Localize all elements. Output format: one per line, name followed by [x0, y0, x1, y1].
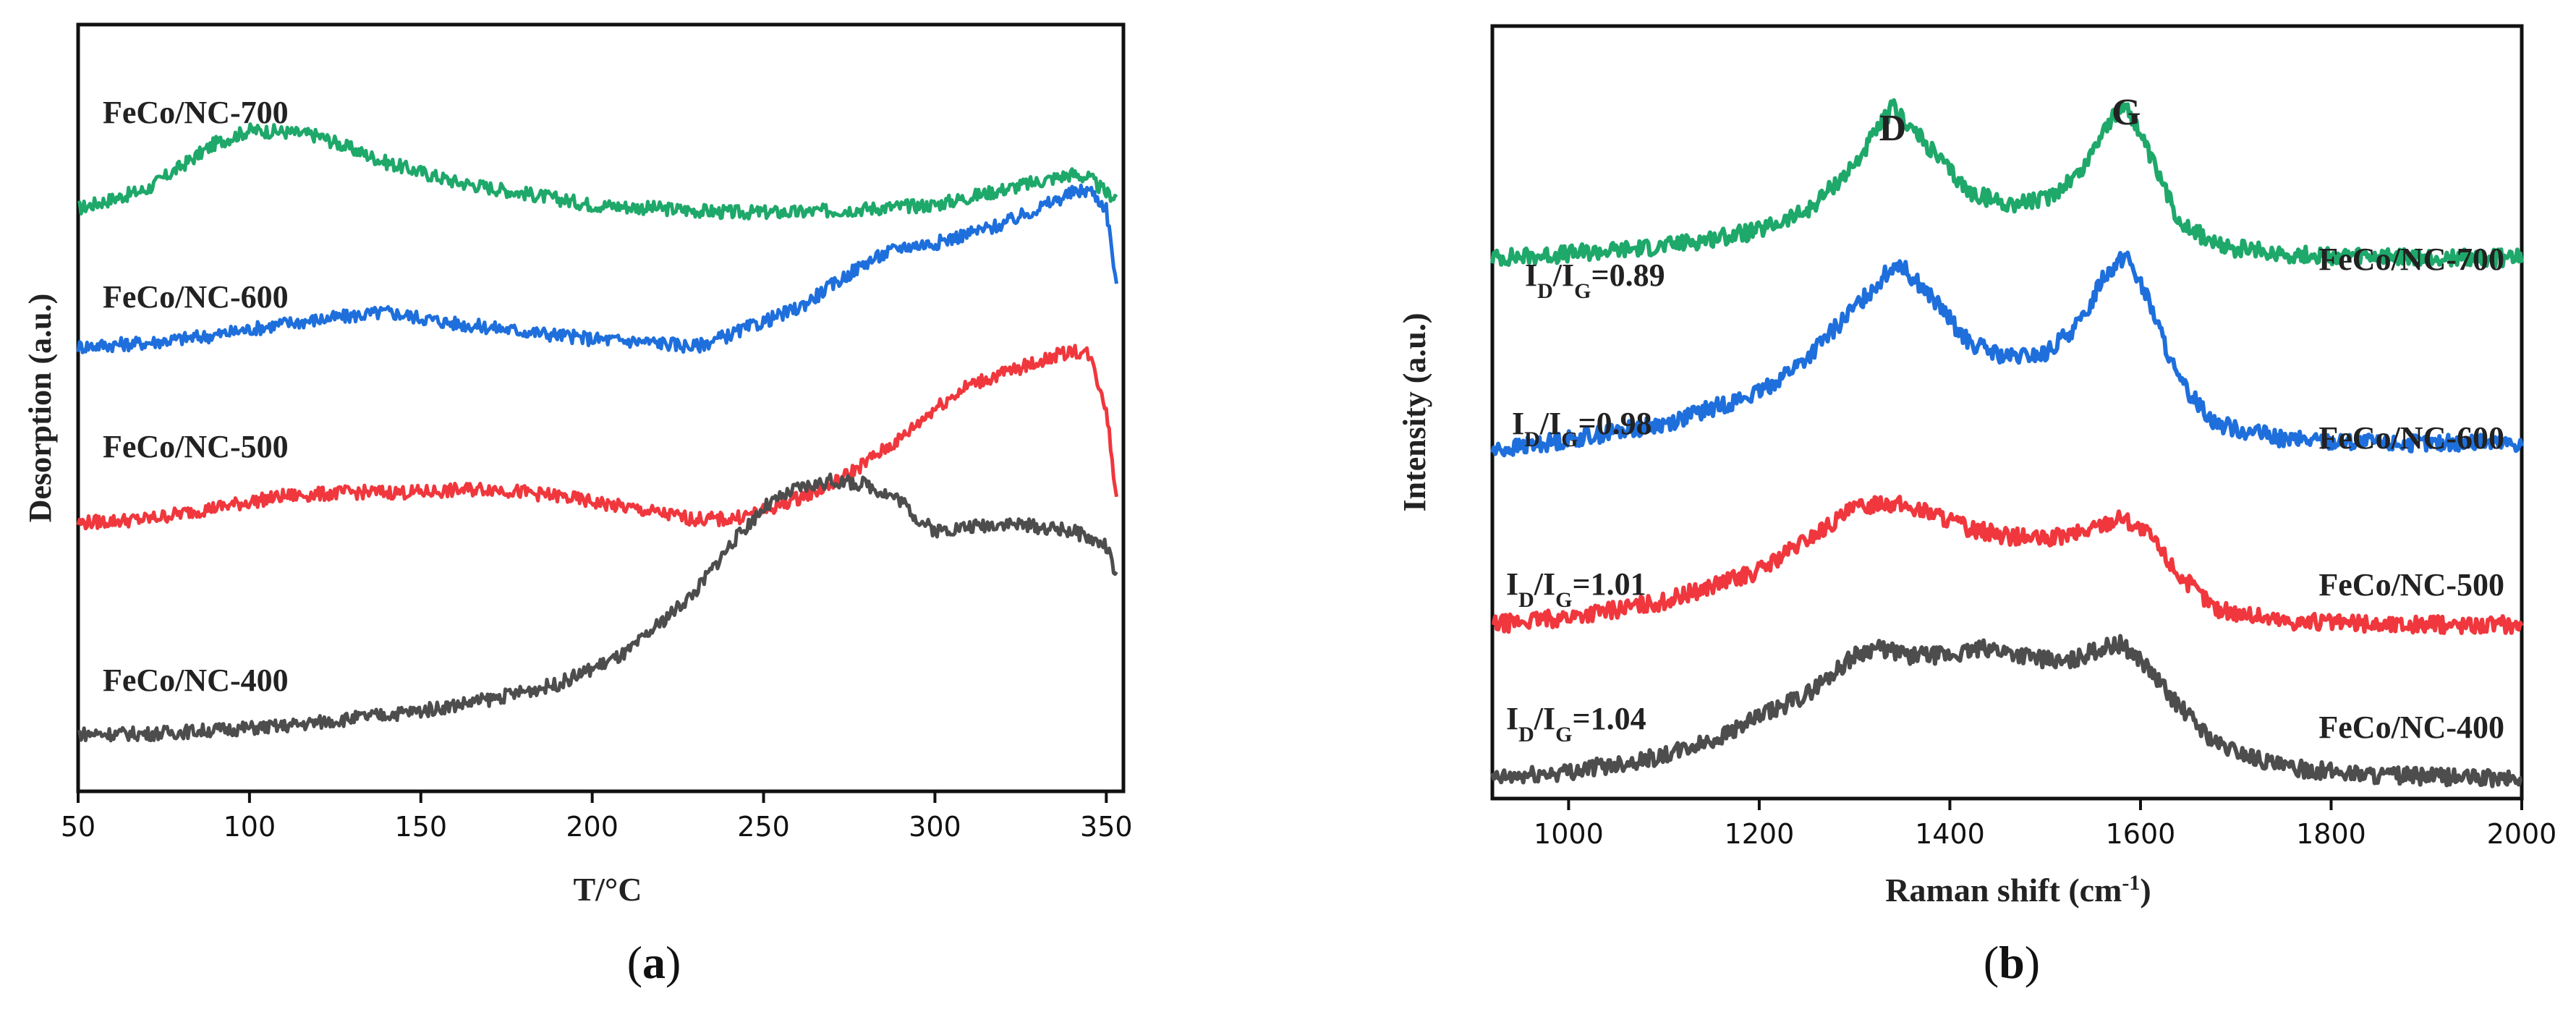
- chart-b-series-feco-nc-400: [1490, 634, 2522, 788]
- chart-b-x-tick-label: 2000: [2487, 818, 2557, 850]
- chart-a-x-label: T/°C: [573, 871, 642, 908]
- chart-a-x-tick-label: 50: [61, 811, 95, 843]
- peak-label-g: G: [2112, 92, 2141, 133]
- chart-a-series-feco-nc-500: [76, 344, 1118, 531]
- chart-b-x-tick-label: 1600: [2106, 818, 2176, 850]
- chart-a-label-600: FeCo/NC-600: [103, 279, 289, 315]
- chart-b-plot-frame: [1490, 24, 2524, 801]
- chart-a: 50 100 150 200 250 300 350 FeCo/NC-700 FeCo/NC…: [22, 22, 1133, 988]
- chart-b-x-tick-label: 1200: [1725, 818, 1795, 850]
- chart-a-label-500: FeCo/NC-500: [103, 429, 289, 464]
- ratio-label-feco-nc-600: ID/IG=0.98: [1512, 406, 1652, 451]
- ratio-label-feco-nc-400: ID/IG=1.04: [1506, 701, 1646, 746]
- panel-label-b: (b): [1984, 937, 2040, 988]
- chart-b-x-ticks: 1000 1200 1400 1600 1800 2000: [1534, 799, 2556, 850]
- ratio-label-feco-nc-500: ID/IG=1.01: [1506, 566, 1646, 612]
- peak-label-d: D: [1879, 108, 1907, 149]
- chart-a-series-feco-nc-400: [77, 472, 1118, 743]
- chart-b-x-tick-label: 1400: [1915, 818, 1985, 850]
- chart-b-label-600: FeCo/NC-600: [2318, 420, 2504, 456]
- chart-b: 1000 1200 1400 1600 1800 2000 D G FeCo/NC-700…: [1397, 24, 2556, 988]
- chart-b-series: [1490, 98, 2524, 788]
- chart-b-label-500: FeCo/NC-500: [2318, 567, 2504, 603]
- chart-a-label-700: FeCo/NC-700: [103, 95, 289, 130]
- chart-a-x-tick-label: 350: [1080, 811, 1133, 843]
- chart-b-series-feco-nc-600: [1490, 250, 2524, 458]
- chart-b-series-feco-nc-500: [1491, 495, 2524, 635]
- chart-a-x-tick-label: 150: [395, 811, 448, 843]
- chart-a-series-feco-nc-700: [77, 122, 1118, 221]
- chart-a-x-tick-label: 300: [909, 811, 961, 843]
- chart-b-label-700: FeCo/NC-700: [2318, 242, 2504, 277]
- chart-b-label-400: FeCo/NC-400: [2318, 710, 2504, 745]
- chart-a-label-400: FeCo/NC-400: [103, 663, 289, 698]
- chart-b-x-label: Raman shift (cm-1): [1885, 871, 2151, 909]
- chart-a-y-label: Desorption (a.u.): [22, 294, 58, 523]
- chart-a-series-feco-nc-600: [76, 183, 1118, 354]
- chart-a-x-tick-label: 100: [224, 811, 276, 843]
- chart-a-x-tick-label: 200: [566, 811, 619, 843]
- chart-b-y-label: Intensity (a.u.): [1397, 312, 1432, 511]
- chart-b-series-feco-nc-700: [1490, 98, 2524, 269]
- chart-b-x-tick-label: 1000: [1534, 818, 1604, 850]
- panel-label-a: (a): [627, 937, 681, 988]
- chart-b-x-tick-label: 1800: [2296, 818, 2366, 850]
- ratio-label-feco-nc-700: ID/IG=0.89: [1525, 258, 1665, 303]
- chart-a-series: [76, 122, 1118, 743]
- chart-a-x-tick-label: 250: [737, 811, 790, 843]
- chart-a-plot-frame: [76, 22, 1126, 793]
- chart-a-x-ticks: 50 100 150 200 250 300 350: [61, 791, 1133, 843]
- chart-b-ratio-labels: ID/IG=0.89 ID/IG=0.98 ID/IG=1.01 ID/IG=1.04: [1506, 258, 1665, 746]
